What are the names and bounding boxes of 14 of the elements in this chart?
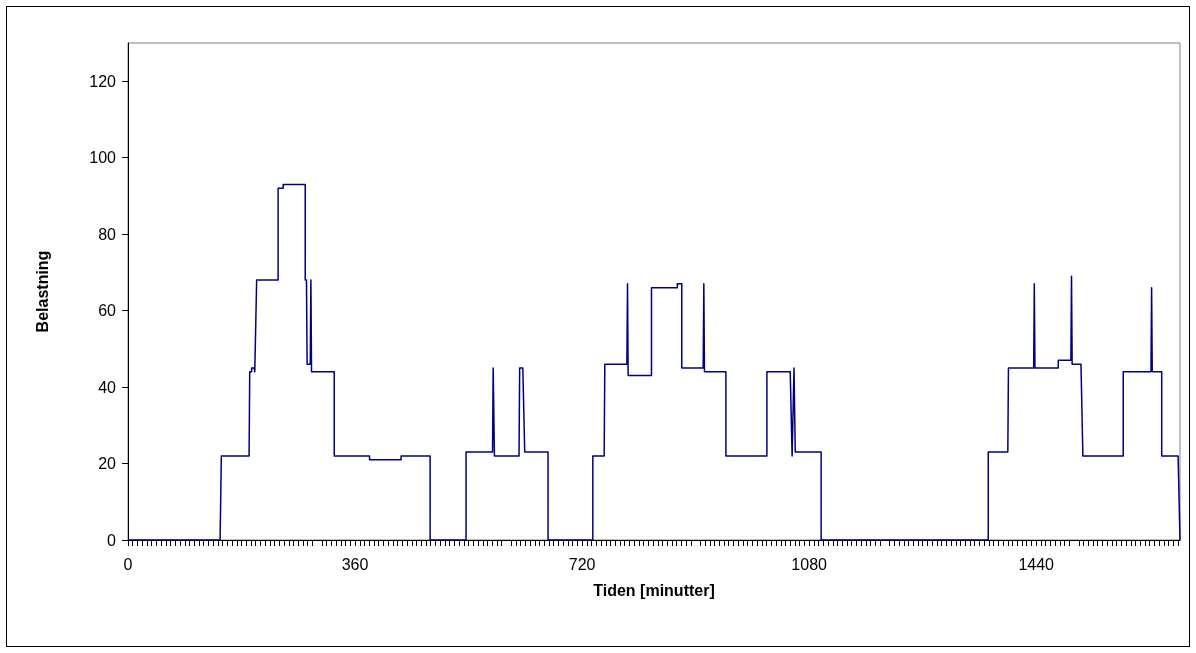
y-tick-label: 40 bbox=[98, 378, 117, 396]
y-tick-label: 100 bbox=[89, 149, 117, 167]
y-tick-label: 120 bbox=[89, 72, 117, 90]
x-tick-label: 360 bbox=[341, 555, 369, 573]
y-tick-label: 20 bbox=[98, 455, 117, 473]
y-tick-label: 60 bbox=[98, 302, 117, 320]
y-tick-label: 80 bbox=[98, 225, 117, 243]
x-tick-label: 720 bbox=[568, 555, 596, 573]
x-axis-title: Tiden [minutter] bbox=[593, 581, 715, 599]
x-tick-label: 1080 bbox=[791, 555, 828, 573]
x-tick-label: 0 bbox=[123, 555, 133, 573]
y-axis-title: Belastning bbox=[33, 250, 51, 333]
y-tick-label: 0 bbox=[107, 531, 117, 549]
x-tick-label: 1440 bbox=[1018, 555, 1055, 573]
